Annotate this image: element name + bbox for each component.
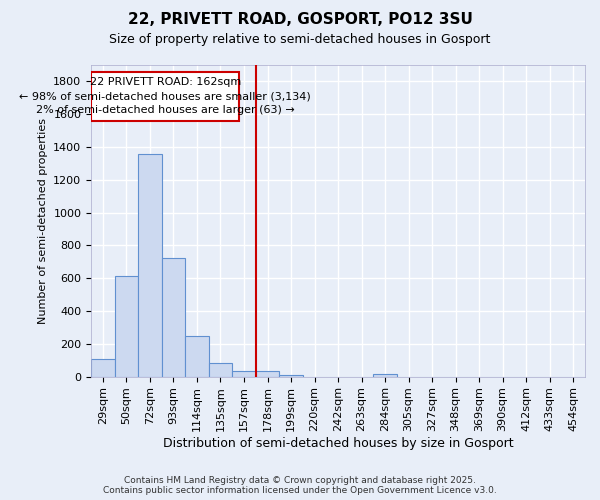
Y-axis label: Number of semi-detached properties: Number of semi-detached properties — [38, 118, 48, 324]
Bar — [161, 258, 185, 376]
Bar — [138, 154, 161, 376]
Bar — [209, 364, 232, 376]
Text: Size of property relative to semi-detached houses in Gosport: Size of property relative to semi-detach… — [109, 32, 491, 46]
Bar — [185, 336, 209, 376]
Text: 22 PRIVETT ROAD: 162sqm
← 98% of semi-detached houses are smaller (3,134)
2% of : 22 PRIVETT ROAD: 162sqm ← 98% of semi-de… — [19, 77, 311, 115]
Bar — [91, 72, 239, 121]
Bar — [232, 371, 256, 376]
Text: 22, PRIVETT ROAD, GOSPORT, PO12 3SU: 22, PRIVETT ROAD, GOSPORT, PO12 3SU — [128, 12, 472, 28]
Bar — [115, 276, 138, 376]
Bar — [256, 371, 279, 376]
Bar — [279, 375, 303, 376]
Bar — [91, 358, 115, 376]
Text: Contains HM Land Registry data © Crown copyright and database right 2025.
Contai: Contains HM Land Registry data © Crown c… — [103, 476, 497, 495]
Bar — [373, 374, 397, 376]
X-axis label: Distribution of semi-detached houses by size in Gosport: Distribution of semi-detached houses by … — [163, 437, 514, 450]
